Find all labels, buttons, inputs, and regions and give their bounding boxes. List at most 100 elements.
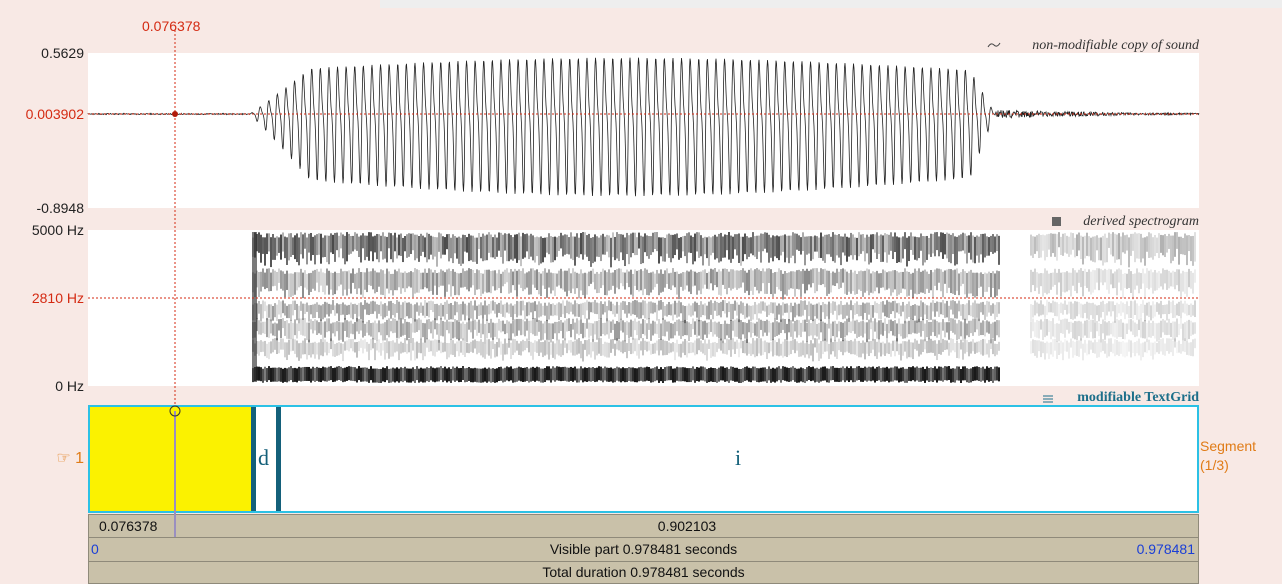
- spectrogram-cell: [966, 340, 968, 353]
- spectrogram-cell: [580, 303, 582, 321]
- spectrogram-cell: [462, 301, 464, 315]
- spectrogram-cell: [722, 366, 724, 381]
- spectrogram-cell: [1108, 268, 1110, 294]
- spectrogram-cell: [1032, 339, 1034, 354]
- spectrogram-cell: [496, 273, 498, 290]
- spectrogram-cell: [584, 340, 586, 350]
- spectrogram-cell: [784, 271, 786, 295]
- spectrogram-cell: [656, 323, 658, 335]
- spectrogram-cell: [1150, 269, 1152, 288]
- spectrogram-cell: [500, 341, 502, 355]
- boundary[interactable]: [276, 407, 281, 511]
- spectrogram-cell: [726, 269, 728, 295]
- spectrogram-cell: [680, 343, 682, 358]
- spectrogram-cell: [284, 367, 286, 382]
- spectrogram-cell: [886, 300, 888, 318]
- spectrogram-cell: [322, 342, 324, 357]
- duration-cell[interactable]: 0.902103: [175, 514, 1199, 538]
- spectrogram-cell: [532, 302, 534, 319]
- spectrogram-cell: [668, 233, 670, 258]
- spectrogram-cell: [440, 269, 442, 286]
- spectrogram-cell: [366, 268, 368, 293]
- spectrogram-cell: [620, 318, 622, 331]
- spectrogram-cell: [826, 270, 828, 296]
- spectrogram-cell: [546, 272, 548, 298]
- spectrogram-cell: [432, 320, 434, 339]
- spectrogram-cell: [814, 368, 816, 383]
- spectrogram-cell: [516, 318, 518, 336]
- spectrogram-cell: [550, 236, 552, 263]
- total-row[interactable]: Total duration 0.978481 seconds: [88, 561, 1199, 584]
- spectrogram-cell: [906, 303, 908, 319]
- spectrogram-cell: [942, 338, 944, 352]
- spectrogram-cell: [1120, 319, 1122, 338]
- spectrogram-cell: [1126, 273, 1128, 289]
- spectrogram-cell: [956, 303, 958, 319]
- spectrogram-cell: [616, 338, 618, 350]
- spectrogram-cell: [292, 237, 294, 255]
- boundary[interactable]: [251, 407, 256, 511]
- spectrogram-cell: [684, 272, 686, 290]
- spectrogram-cell: [578, 368, 580, 383]
- spectrogram-cell: [1134, 341, 1136, 357]
- spectrogram-cell: [398, 234, 400, 256]
- spectrogram-cell: [956, 268, 958, 291]
- spectrogram-cell: [898, 302, 900, 315]
- spectrogram-cell: [386, 268, 388, 289]
- spectrogram-cell: [358, 236, 360, 258]
- spectrogram-cell: [724, 342, 726, 354]
- spectrogram-cell: [376, 340, 378, 351]
- spectrogram-cell: [510, 366, 512, 381]
- spectrogram-cell: [1114, 339, 1116, 357]
- spectrogram-cell: [976, 235, 978, 256]
- spectrogram-cell: [1136, 340, 1138, 354]
- spectrogram-cell: [370, 323, 372, 337]
- spectrogram-cell: [1124, 323, 1126, 340]
- spectrogram-cell: [690, 269, 692, 295]
- spectrogram-cell: [724, 320, 726, 340]
- spectrogram-cell: [780, 368, 782, 383]
- spectrogram-cell: [1190, 236, 1192, 262]
- spectrogram-cell: [574, 271, 576, 294]
- interval-label[interactable]: i: [735, 445, 742, 470]
- spectrogram-cell: [1130, 233, 1132, 256]
- spectrogram-cell: [1164, 343, 1166, 356]
- spectrogram-cell: [868, 236, 870, 265]
- spectrogram-cell: [520, 300, 522, 316]
- spectrogram-cell: [590, 302, 592, 313]
- selected-interval[interactable]: [90, 407, 252, 511]
- spectrogram-cell: [886, 272, 888, 290]
- spectrogram-cell: [788, 319, 790, 333]
- spectrogram-cell: [1194, 269, 1196, 283]
- interval-label[interactable]: d: [258, 445, 269, 470]
- spectrogram-cell: [614, 236, 616, 261]
- spectrogram-cell: [564, 338, 566, 348]
- spectrogram-cell: [634, 318, 636, 331]
- spectrogram-cell: [956, 340, 958, 359]
- spectrogram-cell: [410, 271, 412, 288]
- spectrogram-cell: [966, 303, 968, 321]
- tier-number[interactable]: ☞ 1: [56, 450, 84, 467]
- spectrogram-cell: [1080, 338, 1082, 349]
- visible-row[interactable]: 0 Visible part 0.978481 seconds 0.978481: [88, 537, 1199, 562]
- duration-cell[interactable]: 0.076378: [88, 514, 176, 538]
- spectrogram-cell: [1034, 236, 1036, 254]
- spectrogram-cell: [824, 322, 826, 341]
- spectrogram-cell: [700, 301, 702, 318]
- spectrogram-cell: [974, 300, 976, 319]
- spectrogram-cell: [950, 269, 952, 294]
- spectrogram-cell: [904, 368, 906, 383]
- spectrogram-cell: [580, 366, 582, 381]
- spectrogram-cell: [826, 323, 828, 342]
- spectrogram-cell: [928, 305, 930, 321]
- spectrogram-cell: [548, 366, 550, 381]
- spectrogram-cell: [702, 343, 704, 354]
- spectrogram-cell: [496, 304, 498, 318]
- spectrogram-cell: [512, 368, 514, 383]
- tier[interactable]: d i: [88, 405, 1199, 513]
- spectrogram-cell: [1116, 318, 1118, 339]
- spectrogram-cell: [940, 302, 942, 315]
- spectrogram-cell: [536, 341, 538, 353]
- spectrogram-cell: [532, 235, 534, 261]
- spectrogram-cell: [566, 234, 568, 254]
